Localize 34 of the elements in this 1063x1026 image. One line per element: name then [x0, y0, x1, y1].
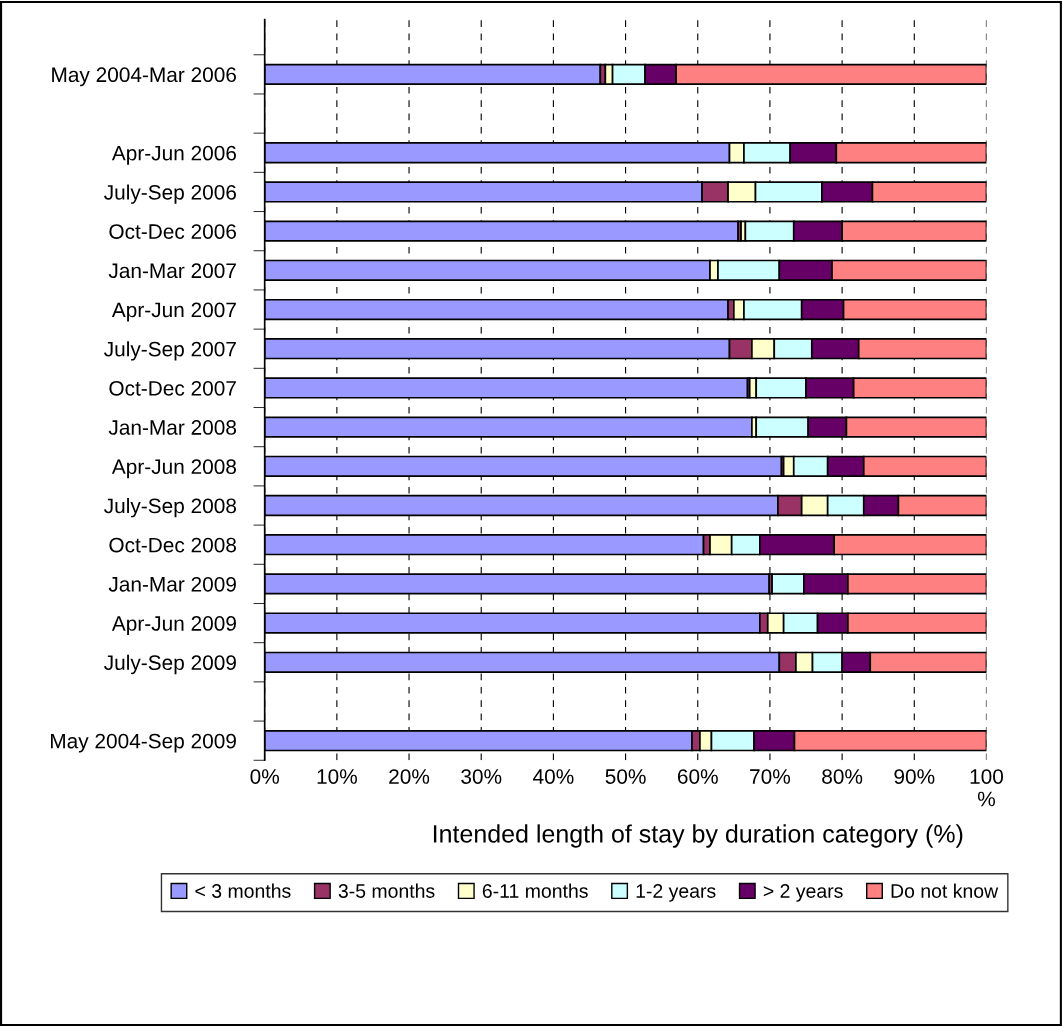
y-tick-label: Apr-Jun 2008	[111, 459, 237, 479]
x-tick-label: 60%	[677, 769, 718, 784]
x-tick-label: 100 %	[970, 769, 1004, 807]
y-tick-label: May 2004-Sep 2009	[51, 733, 236, 753]
legend-label: < 3 months	[195, 883, 291, 898]
y-tick-label: July-Sep 2009	[104, 654, 236, 675]
y-tick-label: Oct-Dec 2008	[109, 537, 237, 553]
legend-label: 3-5 months	[338, 883, 435, 898]
x-tick-label: 40%	[533, 769, 574, 784]
y-tick-label: Jan-Mar 2009	[108, 576, 236, 592]
y-tick-label: July-Sep 2008	[104, 497, 237, 518]
legend-label: Do not know	[891, 883, 999, 898]
x-axis-title: Intended length of stay by duration category (%)	[433, 824, 963, 848]
x-tick-label: 10%	[317, 769, 357, 784]
y-tick-label: Oct-Dec 2006	[109, 224, 236, 239]
x-tick-label: 80%	[822, 769, 863, 784]
legend-label: > 2 years	[763, 884, 843, 902]
y-tick-label: Oct-Dec 2007	[109, 380, 236, 396]
y-tick-label: Jan-Mar 2008	[108, 420, 237, 435]
y-tick-label: May 2004-Mar 2006	[52, 67, 237, 87]
y-tick-label: Apr-Jun 2007	[111, 302, 236, 322]
x-tick-label: 70%	[750, 769, 791, 784]
x-tick-label: 20%	[389, 769, 430, 784]
legend-label: 1-2 years	[636, 884, 716, 902]
x-tick-label: 90%	[894, 769, 935, 784]
x-tick-label: 30%	[461, 769, 502, 784]
x-tick-label: 50%	[605, 769, 646, 784]
legend-label: 6-11 months	[482, 883, 588, 898]
y-tick-label: July-Sep 2006	[104, 184, 236, 204]
y-tick-label: Jan-Mar 2007	[108, 263, 236, 279]
y-tick-label: Apr-Jun 2009	[111, 616, 236, 635]
y-tick-label: July-Sep 2007	[104, 341, 236, 361]
y-tick-label: Apr-Jun 2006	[111, 145, 236, 165]
x-tick-label: 0%	[250, 769, 279, 784]
